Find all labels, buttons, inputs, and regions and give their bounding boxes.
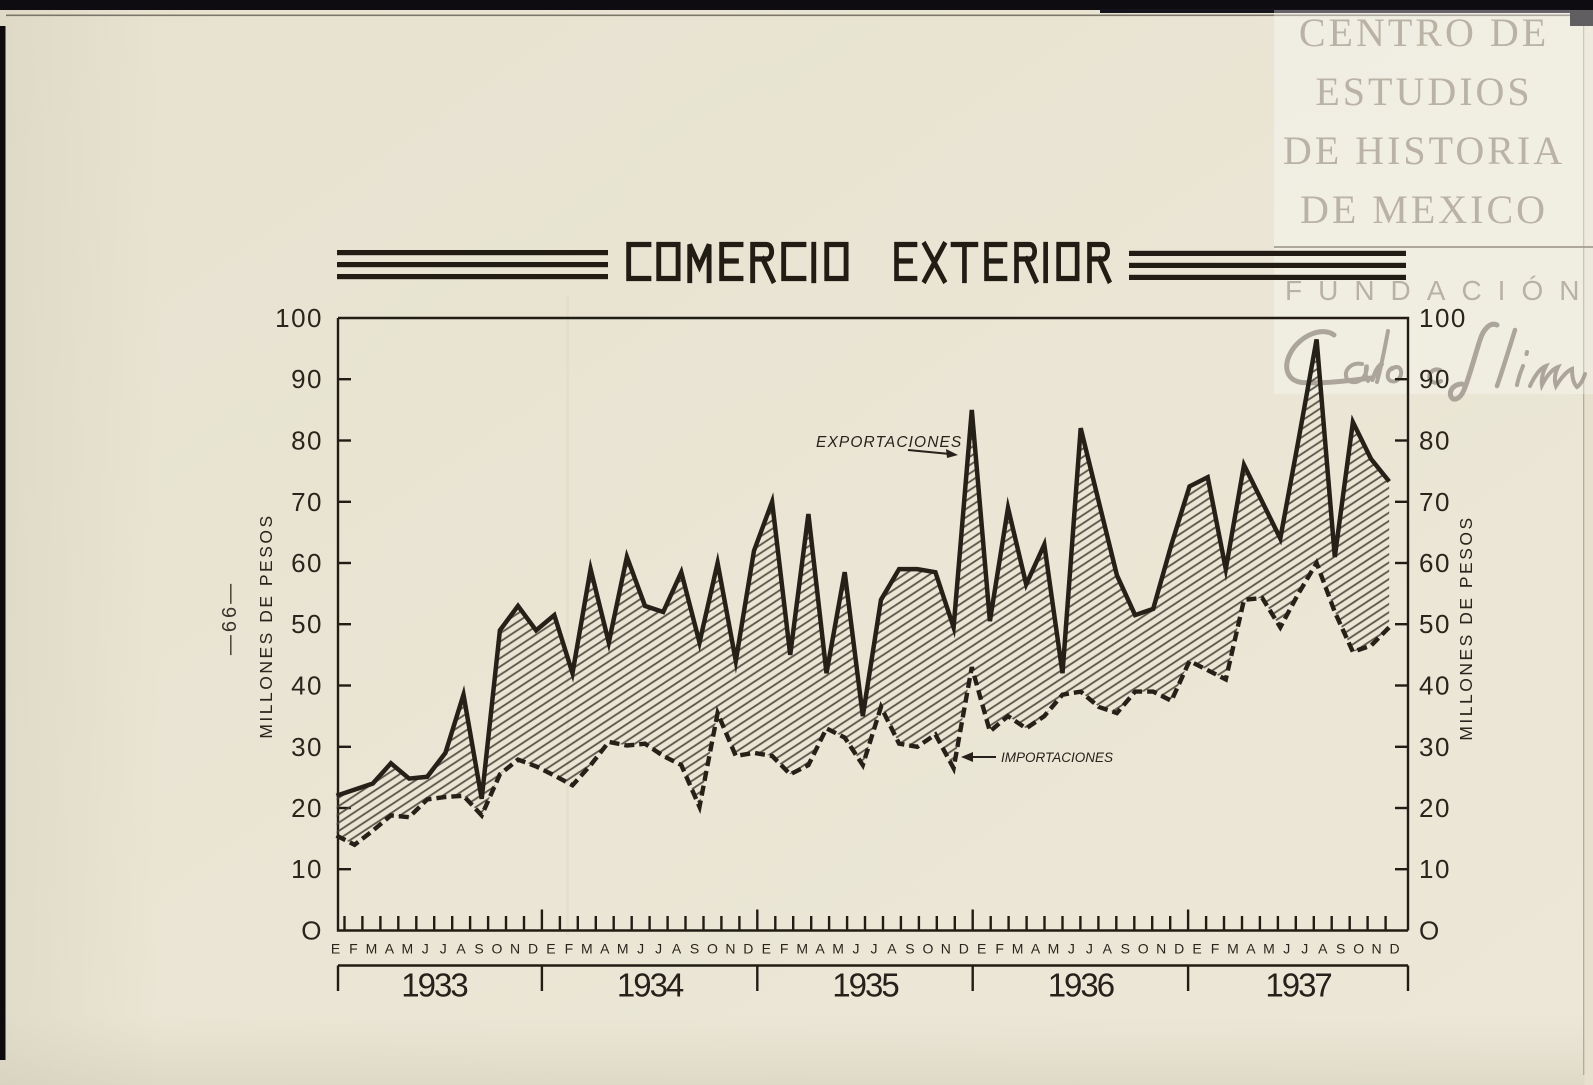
svg-text:N: N xyxy=(941,941,951,957)
svg-text:M: M xyxy=(832,941,844,957)
svg-text:S: S xyxy=(1121,941,1130,957)
svg-text:M: M xyxy=(1012,941,1024,957)
svg-text:O: O xyxy=(1353,941,1364,957)
svg-text:20: 20 xyxy=(1419,793,1451,823)
svg-text:J: J xyxy=(1086,941,1093,957)
svg-text:M: M xyxy=(617,941,629,957)
svg-text:S: S xyxy=(905,941,914,957)
svg-text:F: F xyxy=(1211,941,1220,957)
svg-text:20: 20 xyxy=(291,793,323,823)
svg-text:60: 60 xyxy=(1419,548,1451,578)
svg-text:ESTUDIOS: ESTUDIOS xyxy=(1315,69,1532,114)
svg-text:M: M xyxy=(366,941,378,957)
svg-text:D: D xyxy=(1389,941,1399,957)
svg-text:IMPORTACIONES: IMPORTACIONES xyxy=(1001,750,1113,765)
svg-text:D: D xyxy=(1174,941,1184,957)
svg-text:70: 70 xyxy=(1419,487,1451,517)
svg-text:S: S xyxy=(690,941,699,957)
svg-text:M: M xyxy=(401,941,413,957)
svg-text:A: A xyxy=(385,941,395,957)
svg-text:A: A xyxy=(815,941,825,957)
svg-text:A: A xyxy=(1103,941,1113,957)
svg-text:80: 80 xyxy=(291,426,323,456)
svg-text:J: J xyxy=(871,941,878,957)
svg-text:D: D xyxy=(528,941,538,957)
svg-text:M: M xyxy=(1227,941,1239,957)
svg-text:O: O xyxy=(492,941,503,957)
svg-text:J: J xyxy=(1301,941,1308,957)
svg-text:100: 100 xyxy=(275,303,323,333)
svg-text:S: S xyxy=(1336,941,1345,957)
svg-text:1937: 1937 xyxy=(1265,967,1331,1004)
svg-text:MILLONES DE PESOS: MILLONES DE PESOS xyxy=(1456,515,1476,740)
svg-text:F: F xyxy=(565,941,574,957)
svg-text:F: F xyxy=(995,941,1004,957)
svg-text:A: A xyxy=(600,941,610,957)
svg-text:N: N xyxy=(510,941,520,957)
svg-text:M: M xyxy=(581,941,593,957)
svg-text:J: J xyxy=(655,941,662,957)
svg-text:O: O xyxy=(922,941,933,957)
svg-text:E: E xyxy=(331,941,340,957)
svg-text:40: 40 xyxy=(1419,671,1451,701)
svg-text:J: J xyxy=(440,941,447,957)
svg-text:M: M xyxy=(1048,941,1060,957)
svg-text:FUNDACIÓN: FUNDACIÓN xyxy=(1285,275,1593,306)
svg-text:N: N xyxy=(725,941,735,957)
svg-text:60: 60 xyxy=(291,548,323,578)
svg-text:90: 90 xyxy=(1419,364,1451,394)
svg-text:A: A xyxy=(887,941,897,957)
svg-text:90: 90 xyxy=(291,364,323,394)
svg-text:CENTRO DE: CENTRO DE xyxy=(1299,10,1549,55)
svg-text:30: 30 xyxy=(291,732,323,762)
svg-text:40: 40 xyxy=(291,671,323,701)
svg-text:N: N xyxy=(1156,941,1166,957)
svg-text:J: J xyxy=(422,941,429,957)
svg-text:DE HISTORIA: DE HISTORIA xyxy=(1283,128,1565,173)
svg-text:1933: 1933 xyxy=(401,967,467,1004)
svg-text:1934: 1934 xyxy=(617,967,684,1004)
svg-text:E: E xyxy=(762,941,771,957)
svg-text:DE MEXICO: DE MEXICO xyxy=(1300,187,1548,232)
svg-text:50: 50 xyxy=(291,609,323,639)
svg-text:J: J xyxy=(853,941,860,957)
svg-text:D: D xyxy=(743,941,753,957)
svg-text:O: O xyxy=(707,941,718,957)
svg-text:F: F xyxy=(780,941,789,957)
svg-text:N: N xyxy=(1372,941,1382,957)
svg-text:J: J xyxy=(1068,941,1075,957)
svg-text:O: O xyxy=(1138,941,1149,957)
svg-text:M: M xyxy=(1263,941,1275,957)
svg-text:10: 10 xyxy=(291,854,323,884)
svg-text:E: E xyxy=(977,941,986,957)
svg-text:80: 80 xyxy=(1419,426,1451,456)
svg-text:1936: 1936 xyxy=(1048,967,1114,1004)
svg-text:J: J xyxy=(1283,941,1290,957)
svg-text:A: A xyxy=(456,941,466,957)
svg-text:30: 30 xyxy=(1419,732,1451,762)
svg-text:70: 70 xyxy=(291,487,323,517)
svg-text:EXPORTACIONES: EXPORTACIONES xyxy=(816,434,962,451)
svg-text:O: O xyxy=(1419,916,1441,946)
svg-text:10: 10 xyxy=(1419,854,1451,884)
svg-text:E: E xyxy=(546,941,555,957)
svg-text:M: M xyxy=(796,941,808,957)
svg-text:1935: 1935 xyxy=(832,967,898,1004)
svg-text:O: O xyxy=(301,916,323,946)
svg-text:—66—: —66— xyxy=(219,581,241,655)
svg-text:50: 50 xyxy=(1419,609,1451,639)
svg-text:F: F xyxy=(349,941,358,957)
svg-text:A: A xyxy=(1031,941,1041,957)
svg-text:D: D xyxy=(959,941,969,957)
svg-text:A: A xyxy=(1318,941,1328,957)
svg-text:E: E xyxy=(1192,941,1201,957)
svg-text:A: A xyxy=(672,941,682,957)
svg-text:100: 100 xyxy=(1419,303,1467,333)
svg-text:J: J xyxy=(637,941,644,957)
svg-text:MILLONES DE PESOS: MILLONES DE PESOS xyxy=(256,513,276,738)
svg-text:A: A xyxy=(1246,941,1256,957)
svg-text:S: S xyxy=(474,941,483,957)
